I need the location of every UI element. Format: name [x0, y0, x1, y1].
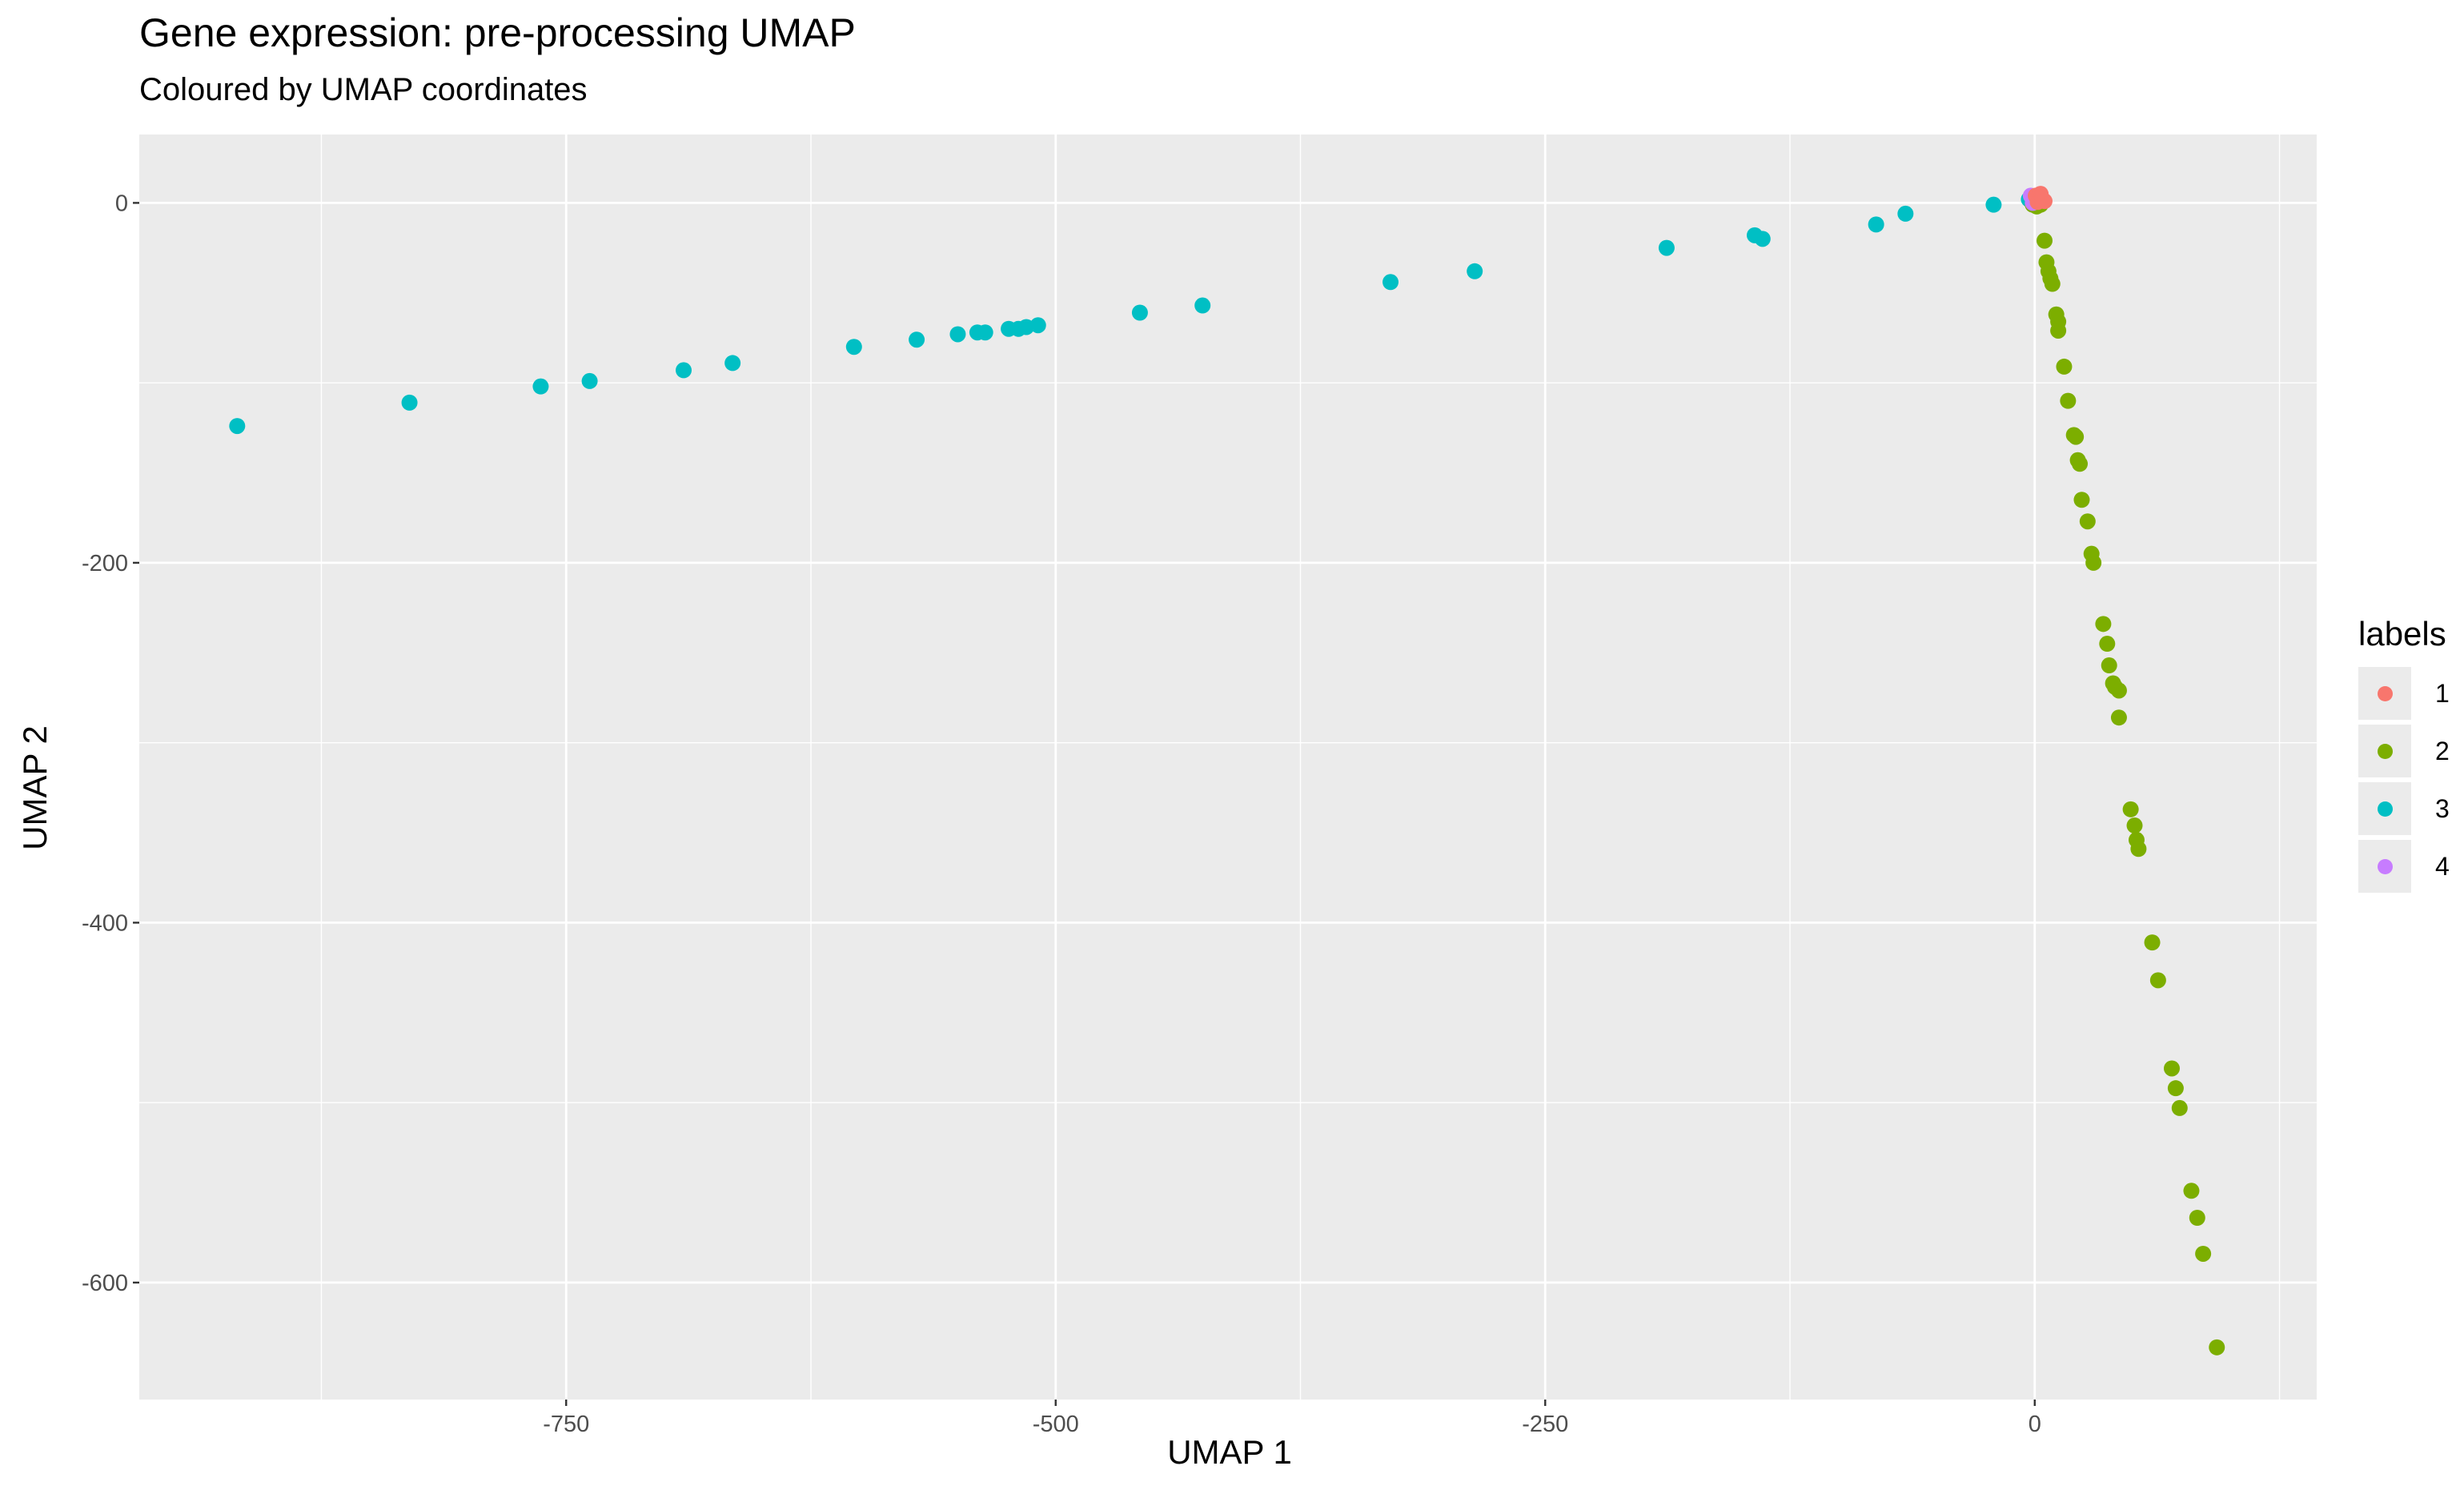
y-tick-label: -200: [82, 551, 128, 576]
axis-ticks: [133, 202, 2036, 1406]
legend-item: 1: [2358, 665, 2450, 722]
data-point: [2122, 801, 2139, 817]
data-point: [2144, 934, 2161, 951]
data-point: [1382, 274, 1399, 291]
data-point: [1194, 297, 1211, 314]
data-point: [949, 326, 966, 343]
legend-dot-icon: [2377, 858, 2393, 874]
data-point: [1897, 205, 1914, 222]
data-point: [229, 418, 246, 435]
y-tick-label: -400: [82, 910, 128, 936]
data-point: [2171, 1099, 2188, 1116]
x-axis-tick-labels: -750 -500 -250 0: [543, 1412, 2041, 1437]
legend-key: [2358, 725, 2411, 777]
x-tick-label: -750: [543, 1412, 589, 1437]
data-point: [977, 324, 993, 341]
data-point: [2060, 392, 2077, 409]
legend-label: 1: [2435, 678, 2450, 708]
legend-item: 2: [2358, 722, 2450, 780]
data-point: [2079, 513, 2096, 530]
data-point: [909, 331, 925, 348]
legend-label: 3: [2435, 793, 2450, 823]
data-point: [2167, 1080, 2184, 1097]
data-point: [2099, 636, 2116, 653]
legend-dot-icon: [2377, 743, 2393, 759]
x-tick-label: -250: [1522, 1412, 1568, 1437]
legend-item: 3: [2358, 780, 2450, 837]
data-point: [2073, 492, 2090, 508]
legend-key: [2358, 840, 2411, 893]
y-axis-label: UMAP 2: [16, 725, 54, 850]
data-point: [2101, 657, 2117, 674]
legend-key: [2358, 782, 2411, 835]
data-point: [1131, 304, 1148, 321]
chart-subtitle: Coloured by UMAP coordinates: [139, 72, 588, 107]
data-point: [2189, 1210, 2205, 1227]
plot-panel: [139, 135, 2317, 1400]
x-axis-label: UMAP 1: [1167, 1433, 1292, 1471]
data-point: [845, 339, 862, 355]
y-tick-label: 0: [115, 191, 128, 216]
legend-item: 4: [2358, 837, 2450, 895]
legend-key: [2358, 667, 2411, 720]
legend-dot-icon: [2377, 685, 2393, 701]
data-point: [2095, 616, 2112, 633]
data-point: [1754, 231, 1771, 247]
data-point: [1029, 317, 1046, 334]
data-point: [2044, 275, 2061, 292]
legend-dot-icon: [2377, 801, 2393, 817]
data-point: [676, 362, 692, 379]
data-point: [2149, 972, 2166, 989]
data-point: [2068, 428, 2085, 445]
data-point: [2029, 194, 2046, 211]
data-point: [1868, 216, 1884, 233]
data-point: [532, 378, 549, 395]
minor-gridlines: [139, 135, 2317, 1400]
data-point: [2050, 322, 2067, 339]
data-point: [2126, 817, 2143, 834]
data-point: [2085, 554, 2102, 571]
legend-label: 4: [2435, 851, 2450, 881]
data-point: [2209, 1339, 2225, 1355]
data-points: [229, 186, 2225, 1355]
data-point: [2130, 841, 2147, 857]
chart-title: Gene expression: pre-processing UMAP: [139, 10, 856, 55]
data-point: [2195, 1245, 2212, 1262]
legend-title: labels: [2358, 615, 2446, 653]
data-point: [1985, 196, 2002, 213]
data-point: [2056, 358, 2073, 375]
data-point: [581, 372, 598, 389]
major-gridlines: [139, 135, 2317, 1400]
y-tick-label: -600: [82, 1271, 128, 1296]
data-point: [2037, 232, 2053, 249]
data-point: [2183, 1183, 2200, 1199]
data-point: [724, 355, 741, 372]
data-point: [2072, 456, 2089, 472]
data-point: [2163, 1060, 2180, 1077]
data-point: [1658, 239, 1675, 256]
x-tick-label: -500: [1033, 1412, 1079, 1437]
x-tick-label: 0: [2029, 1412, 2041, 1437]
data-point: [1018, 319, 1035, 335]
data-point: [2110, 682, 2127, 699]
y-axis-tick-labels: 0 -200 -400 -600: [82, 191, 128, 1296]
data-point: [2110, 709, 2127, 726]
legend-label: 2: [2435, 736, 2450, 765]
legend: labels 1 2 3 4: [2358, 615, 2450, 895]
data-point: [1467, 263, 1483, 279]
data-point: [401, 394, 418, 411]
